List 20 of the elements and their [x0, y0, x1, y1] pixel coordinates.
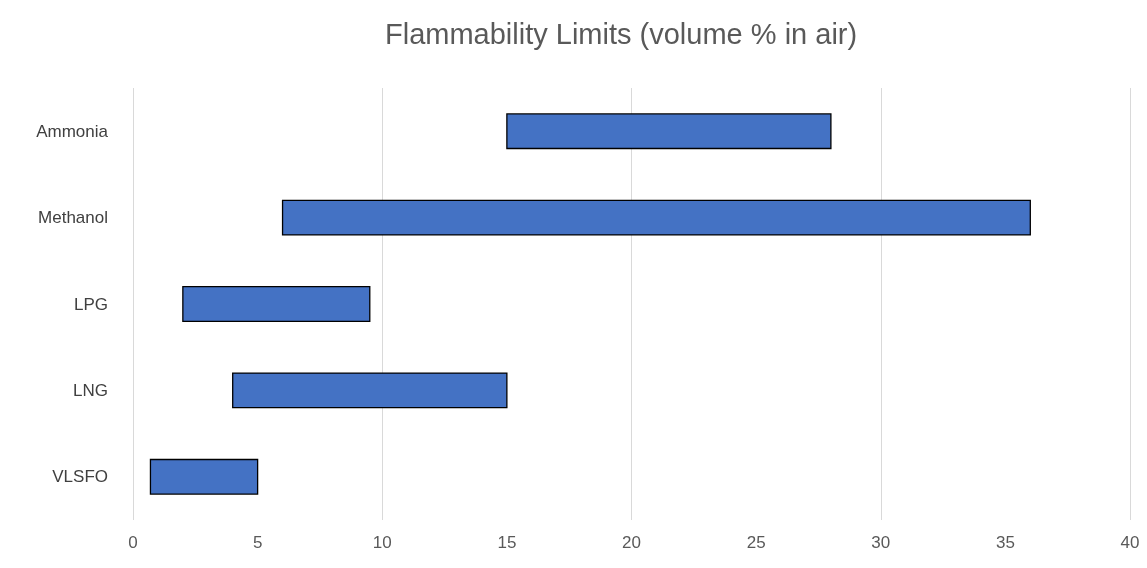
x-tick-label: 40	[1120, 533, 1140, 552]
y-tick-label: VLSFO	[52, 467, 108, 487]
x-tick-label: 15	[497, 533, 517, 552]
y-tick-label: Ammonia	[36, 121, 109, 141]
y-tick-label: LPG	[73, 294, 108, 314]
x-tick-label: 25	[746, 533, 766, 552]
x-tick-label: 0	[128, 533, 138, 552]
bar	[182, 286, 371, 322]
x-tick-label: 35	[995, 533, 1015, 552]
bar	[149, 458, 259, 495]
x-tick-label: 10	[372, 533, 392, 552]
x-tick-label: 20	[622, 533, 641, 552]
bar	[281, 199, 1031, 236]
bar	[506, 113, 832, 150]
chart-title: Flammability Limits (volume % in air)	[385, 17, 858, 50]
y-tick-label: LNG	[73, 380, 108, 400]
bar	[232, 372, 508, 409]
y-tick-label: Methanol	[38, 208, 108, 228]
x-tick-label: 5	[252, 533, 263, 552]
x-tick-label: 30	[871, 533, 891, 552]
